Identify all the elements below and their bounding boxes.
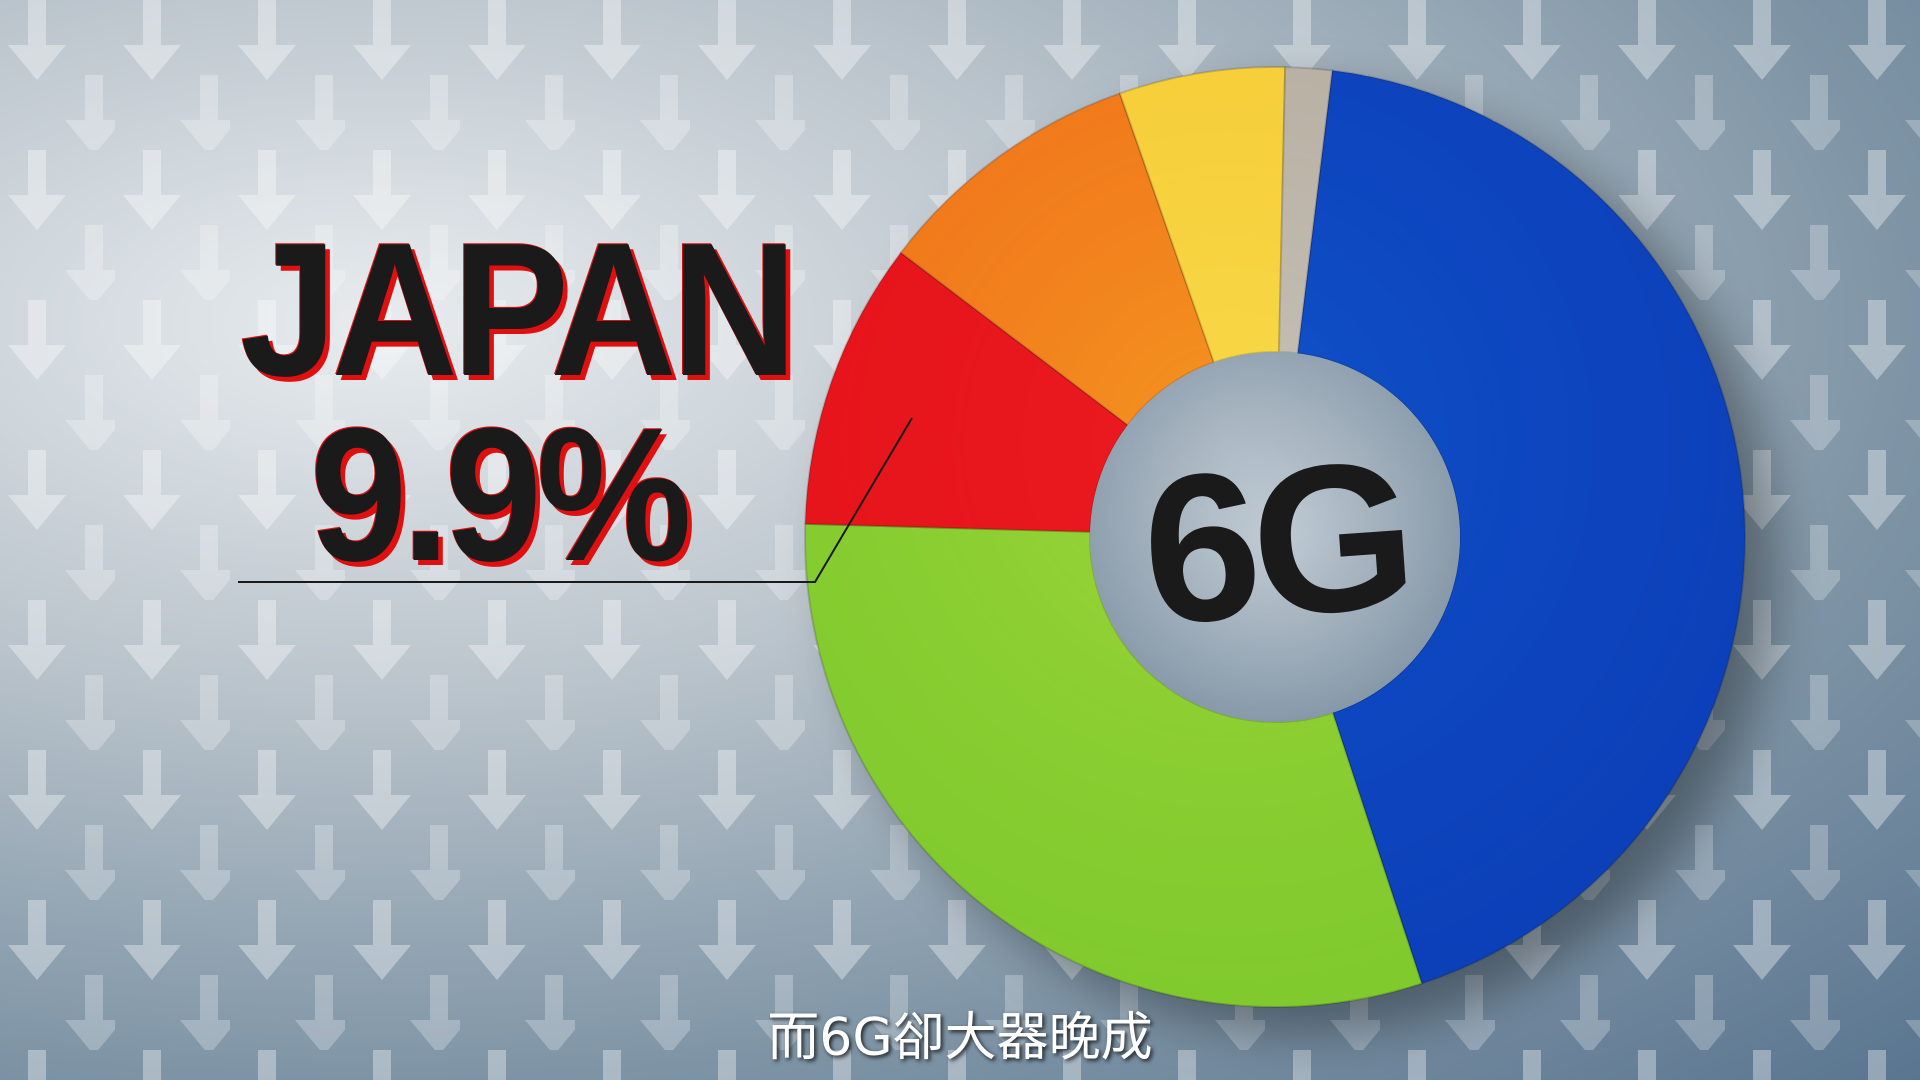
callout-country: JAPAN	[240, 204, 797, 416]
center-label: 6G	[1135, 416, 1415, 669]
callout-value: 9.9%	[310, 389, 692, 601]
callout-leader-line	[238, 417, 913, 583]
subtitle-caption: 而6G卻大器晚成	[767, 1008, 1153, 1068]
